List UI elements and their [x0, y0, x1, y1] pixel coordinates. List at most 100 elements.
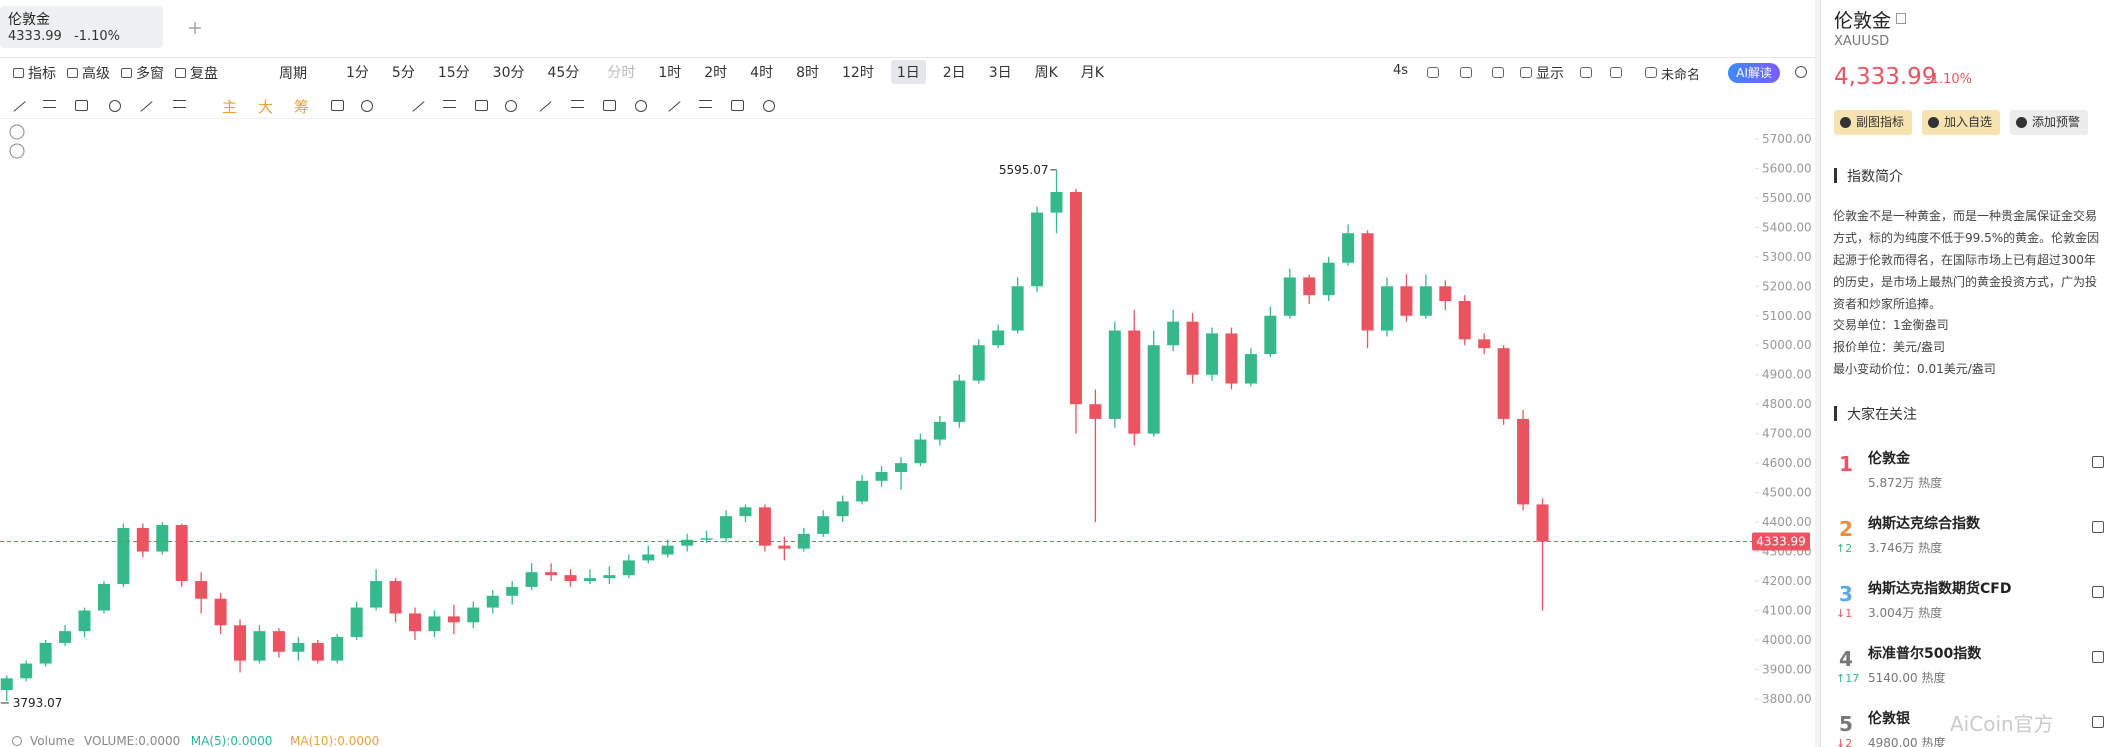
draw-tool-icon[interactable] [331, 100, 344, 111]
period-button[interactable]: 30分 [492, 65, 525, 81]
fact: 最小变动价位：0.01美元/盎司 [1833, 362, 1996, 376]
draw-tool-icon[interactable] [571, 100, 584, 108]
candle-body [1419, 286, 1432, 316]
period-button[interactable]: 2日 [942, 65, 966, 81]
toolbar-icon[interactable] [1520, 67, 1532, 78]
draw-tool-icon[interactable] [763, 100, 775, 112]
candle-body [1069, 191, 1082, 405]
watch-item[interactable]: 3 ↓1 纳斯达克指数期货CFD 3.004万 热度 [1834, 574, 2104, 626]
watch-item[interactable]: 2 ↑2 纳斯达克综合指数 3.746万 热度 [1834, 509, 2104, 561]
watch-rank: 2 [1839, 517, 1853, 541]
candle-body [350, 607, 363, 638]
toolbar-icon[interactable] [1610, 67, 1622, 78]
refresh-interval[interactable]: 4s [1393, 63, 1409, 78]
candle-body [272, 631, 285, 652]
draw-tool-icon[interactable] [731, 100, 744, 111]
fact: 报价单位：美元/盎司 [1833, 340, 1946, 354]
volume-icon [12, 736, 22, 746]
draw-tool-icon[interactable] [475, 100, 488, 111]
candle-body [564, 575, 577, 582]
add-watch-icon[interactable] [2092, 521, 2104, 533]
tool-button[interactable]: 复盘 [190, 66, 218, 82]
ai-button[interactable]: AI解读 [1728, 63, 1780, 83]
layout-name[interactable]: 未命名 [1661, 68, 1701, 83]
period-button[interactable]: 3日 [988, 65, 1012, 81]
watch-item[interactable]: 4 ↑17 标准普尔500指数 5140.00 热度 [1834, 639, 2104, 691]
period-button[interactable]: 周K [1034, 65, 1058, 81]
period-button[interactable]: 2时 [704, 65, 728, 81]
period-button[interactable]: 45分 [547, 65, 580, 81]
watch-item[interactable]: 1 伦敦金 5.872万 热度 [1834, 444, 2104, 496]
candle-body [856, 480, 869, 502]
period-label[interactable]: 周期 [279, 66, 307, 82]
chip-tool[interactable]: 主 [222, 98, 238, 116]
draw-tool-icon[interactable] [173, 100, 186, 108]
tab-change: -1.10% [74, 29, 120, 44]
collapse-icon[interactable] [9, 124, 25, 140]
collapse-icon[interactable] [9, 143, 25, 159]
sidebar-button[interactable]: 添加预警 [2010, 110, 2089, 135]
watch-rank-change: ↓2 [1836, 737, 1853, 747]
toolbar-icon[interactable] [1492, 67, 1504, 78]
draw-tool-icon[interactable] [75, 100, 88, 111]
y-tick-label: 4700.00 [1762, 427, 1812, 441]
toolbar-icon[interactable] [1427, 67, 1439, 78]
copy-icon[interactable] [1896, 13, 1906, 24]
period-button[interactable]: 1时 [658, 65, 682, 81]
watch-item[interactable]: 5 ↓2 伦敦银 4980.00 热度 [1834, 704, 2104, 747]
draw-tool-icon[interactable] [603, 100, 616, 111]
toolbar-icon[interactable] [1645, 67, 1657, 78]
tool-button[interactable]: 多窗 [136, 66, 164, 82]
candle-body [506, 586, 519, 596]
period-button[interactable]: 5分 [391, 65, 415, 81]
chip-tool[interactable]: 筹 [294, 98, 310, 116]
tab[interactable]: 伦敦金 4333.99 -1.10% [0, 6, 163, 48]
share-icon[interactable] [1795, 66, 1807, 78]
period-button[interactable]: 月K [1080, 65, 1104, 81]
split-bar[interactable] [1815, 0, 1820, 747]
period-button[interactable]: 1分 [346, 65, 369, 81]
sidebar-button[interactable]: 副图指标 [1834, 110, 1913, 135]
tool-button[interactable]: 高级 [82, 66, 110, 82]
candle-body [875, 471, 888, 481]
add-tab-icon[interactable] [185, 18, 205, 38]
button-label: 添加预警 [2032, 115, 2081, 129]
display-button[interactable]: 显示 [1536, 66, 1564, 82]
y-tick-label: 4500.00 [1762, 486, 1812, 500]
candle-body [1011, 286, 1024, 331]
candle-body [136, 527, 149, 552]
sidebar-button[interactable]: 加入自选 [1922, 110, 2001, 135]
add-watch-icon[interactable] [2092, 456, 2104, 468]
candle-body [467, 607, 480, 623]
watch-name: 标准普尔500指数 [1868, 646, 1982, 662]
chip-tool[interactable]: 大 [258, 98, 274, 116]
draw-tool-icon[interactable] [699, 100, 712, 108]
draw-tool-icon[interactable] [109, 100, 121, 112]
period-button[interactable]: 12时 [842, 65, 874, 81]
draw-tool-icon[interactable] [505, 100, 517, 112]
add-watch-icon[interactable] [2092, 651, 2104, 663]
period-button[interactable]: 4时 [750, 65, 774, 81]
watch-name: 纳斯达克指数期货CFD [1868, 581, 2012, 597]
tab-price: 4333.99 [8, 29, 62, 44]
candle-body [661, 545, 674, 555]
y-tick-label: 3900.00 [1762, 662, 1812, 676]
instrument-price: 4,333.99 [1834, 64, 1937, 90]
candle-body [253, 631, 266, 661]
period-button[interactable]: 8时 [796, 65, 820, 81]
draw-tool-icon[interactable] [43, 100, 56, 108]
candle-body [292, 642, 305, 652]
tool-icon [175, 68, 186, 78]
toolbar-icon[interactable] [1460, 67, 1472, 78]
toolbar-icon[interactable] [1580, 67, 1592, 78]
draw-tool-icon[interactable] [361, 100, 373, 112]
period-button[interactable]: 分时 [607, 65, 636, 81]
add-watch-icon[interactable] [2092, 586, 2104, 598]
tool-button[interactable]: 指标 [28, 66, 56, 82]
draw-tool-icon[interactable] [443, 100, 456, 108]
candle-body [39, 642, 52, 664]
period-button[interactable]: 15分 [437, 65, 470, 81]
add-watch-icon[interactable] [2092, 716, 2104, 728]
draw-tool-icon[interactable] [635, 100, 647, 112]
period-button[interactable]: 1日 [890, 60, 926, 84]
